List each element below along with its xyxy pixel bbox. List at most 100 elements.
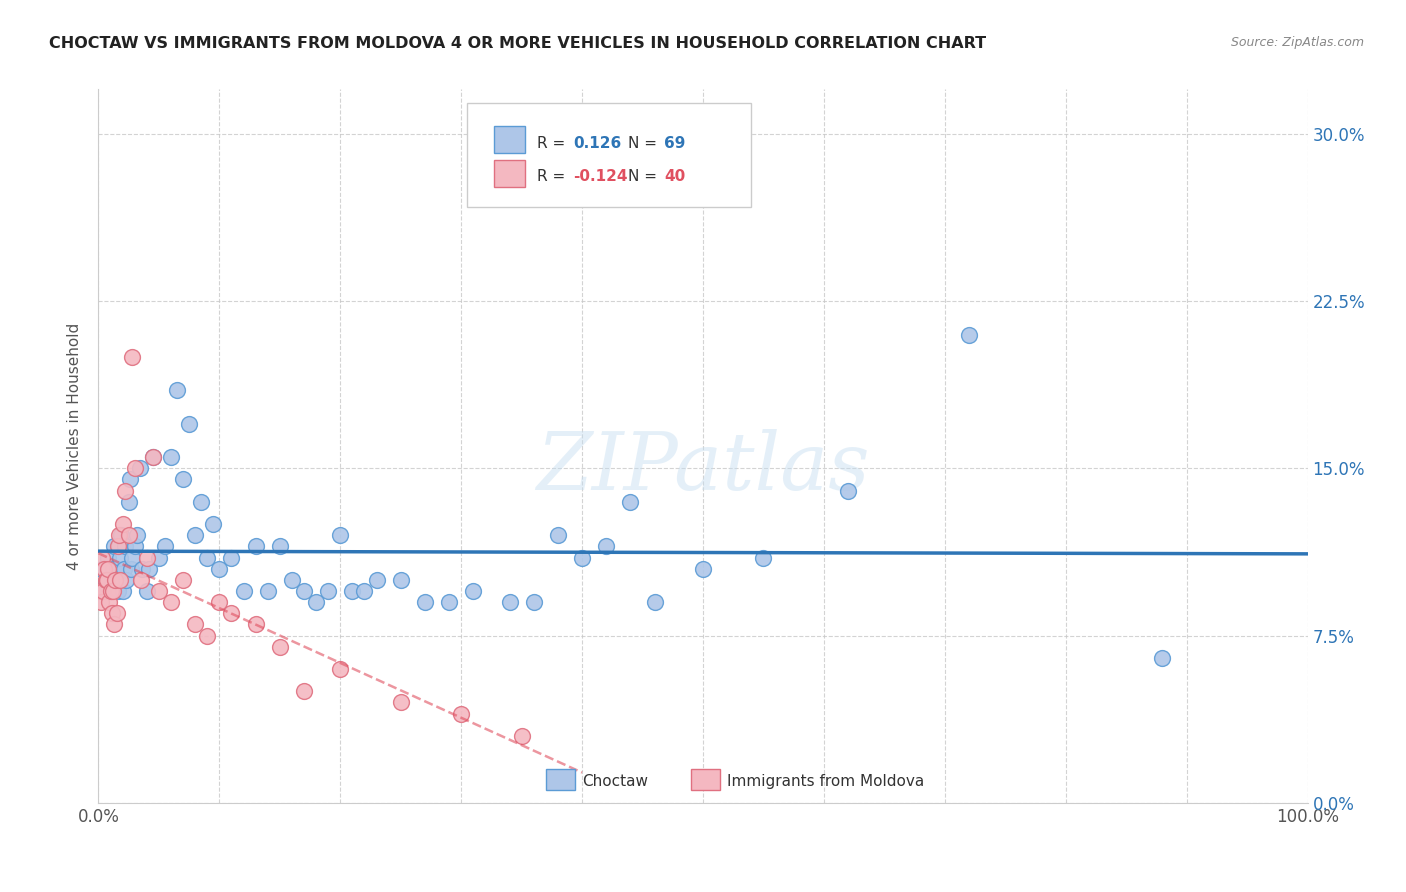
- Text: Choctaw: Choctaw: [582, 774, 648, 789]
- Point: [184, 617, 207, 632]
- Point: [547, 528, 569, 542]
- Point: [118, 528, 141, 542]
- Point: [101, 583, 124, 598]
- Point: [111, 516, 134, 531]
- Point: [121, 350, 143, 364]
- Point: [329, 662, 352, 676]
- Point: [245, 617, 267, 632]
- Point: [114, 483, 136, 498]
- Point: [114, 539, 136, 553]
- Point: [120, 562, 142, 576]
- Point: [316, 583, 339, 598]
- Point: [571, 550, 593, 565]
- Point: [195, 550, 218, 565]
- Point: [105, 607, 128, 621]
- Point: [90, 595, 112, 609]
- Point: [128, 461, 150, 475]
- Point: [118, 494, 141, 508]
- Text: R =: R =: [537, 136, 571, 151]
- Point: [118, 472, 141, 486]
- Point: [138, 562, 160, 576]
- Point: [281, 573, 304, 587]
- Point: [108, 550, 131, 565]
- Point: [108, 573, 131, 587]
- Point: [1152, 651, 1174, 665]
- Point: [112, 562, 135, 576]
- Point: [91, 562, 114, 576]
- Point: [100, 583, 122, 598]
- Text: CHOCTAW VS IMMIGRANTS FROM MOLDOVA 4 OR MORE VEHICLES IN HOUSEHOLD CORRELATION C: CHOCTAW VS IMMIGRANTS FROM MOLDOVA 4 OR …: [49, 36, 987, 51]
- Point: [97, 550, 120, 565]
- Point: [190, 494, 212, 508]
- Point: [166, 384, 188, 398]
- Point: [111, 583, 134, 598]
- Point: [94, 577, 117, 591]
- Point: [619, 494, 641, 508]
- Point: [91, 550, 114, 565]
- Point: [172, 573, 194, 587]
- Point: [142, 450, 165, 464]
- Point: [366, 573, 388, 587]
- Point: [93, 583, 115, 598]
- Text: 69: 69: [664, 136, 686, 151]
- Point: [124, 461, 146, 475]
- Text: 40: 40: [664, 169, 686, 185]
- Point: [103, 539, 125, 553]
- Point: [202, 516, 225, 531]
- Point: [135, 583, 157, 598]
- Text: ZIPatlas: ZIPatlas: [536, 429, 870, 506]
- Point: [108, 528, 131, 542]
- Text: R =: R =: [537, 169, 571, 185]
- Text: Immigrants from Moldova: Immigrants from Moldova: [727, 774, 924, 789]
- Point: [292, 583, 315, 598]
- Point: [692, 562, 714, 576]
- Point: [208, 562, 231, 576]
- Point: [115, 573, 138, 587]
- Point: [269, 539, 291, 553]
- Point: [100, 583, 122, 598]
- Point: [184, 528, 207, 542]
- Point: [389, 573, 412, 587]
- Point: [148, 583, 170, 598]
- Point: [97, 562, 120, 576]
- Point: [305, 595, 328, 609]
- Point: [148, 550, 170, 565]
- Point: [463, 583, 485, 598]
- Point: [101, 562, 124, 576]
- Point: [107, 539, 129, 553]
- Point: [413, 595, 436, 609]
- FancyBboxPatch shape: [690, 769, 720, 790]
- Point: [510, 729, 533, 743]
- Point: [353, 583, 375, 598]
- Point: [100, 607, 122, 621]
- Point: [94, 573, 117, 587]
- Point: [498, 595, 520, 609]
- Point: [121, 550, 143, 565]
- Text: 0.126: 0.126: [574, 136, 621, 151]
- Point: [292, 684, 315, 698]
- Point: [91, 583, 114, 598]
- Point: [104, 573, 127, 587]
- Point: [957, 327, 980, 342]
- Point: [221, 550, 243, 565]
- FancyBboxPatch shape: [467, 103, 751, 207]
- Point: [96, 573, 118, 587]
- Point: [107, 583, 129, 598]
- Point: [208, 595, 231, 609]
- Point: [108, 539, 131, 553]
- Point: [437, 595, 460, 609]
- Point: [124, 539, 146, 553]
- Point: [98, 595, 121, 609]
- Point: [389, 696, 412, 710]
- Point: [129, 573, 152, 587]
- Point: [256, 583, 278, 598]
- Point: [153, 539, 176, 553]
- Point: [103, 617, 125, 632]
- Point: [523, 595, 546, 609]
- Point: [172, 472, 194, 486]
- Point: [89, 583, 111, 598]
- Point: [131, 562, 153, 576]
- Point: [644, 595, 666, 609]
- Point: [100, 573, 122, 587]
- Point: [160, 595, 183, 609]
